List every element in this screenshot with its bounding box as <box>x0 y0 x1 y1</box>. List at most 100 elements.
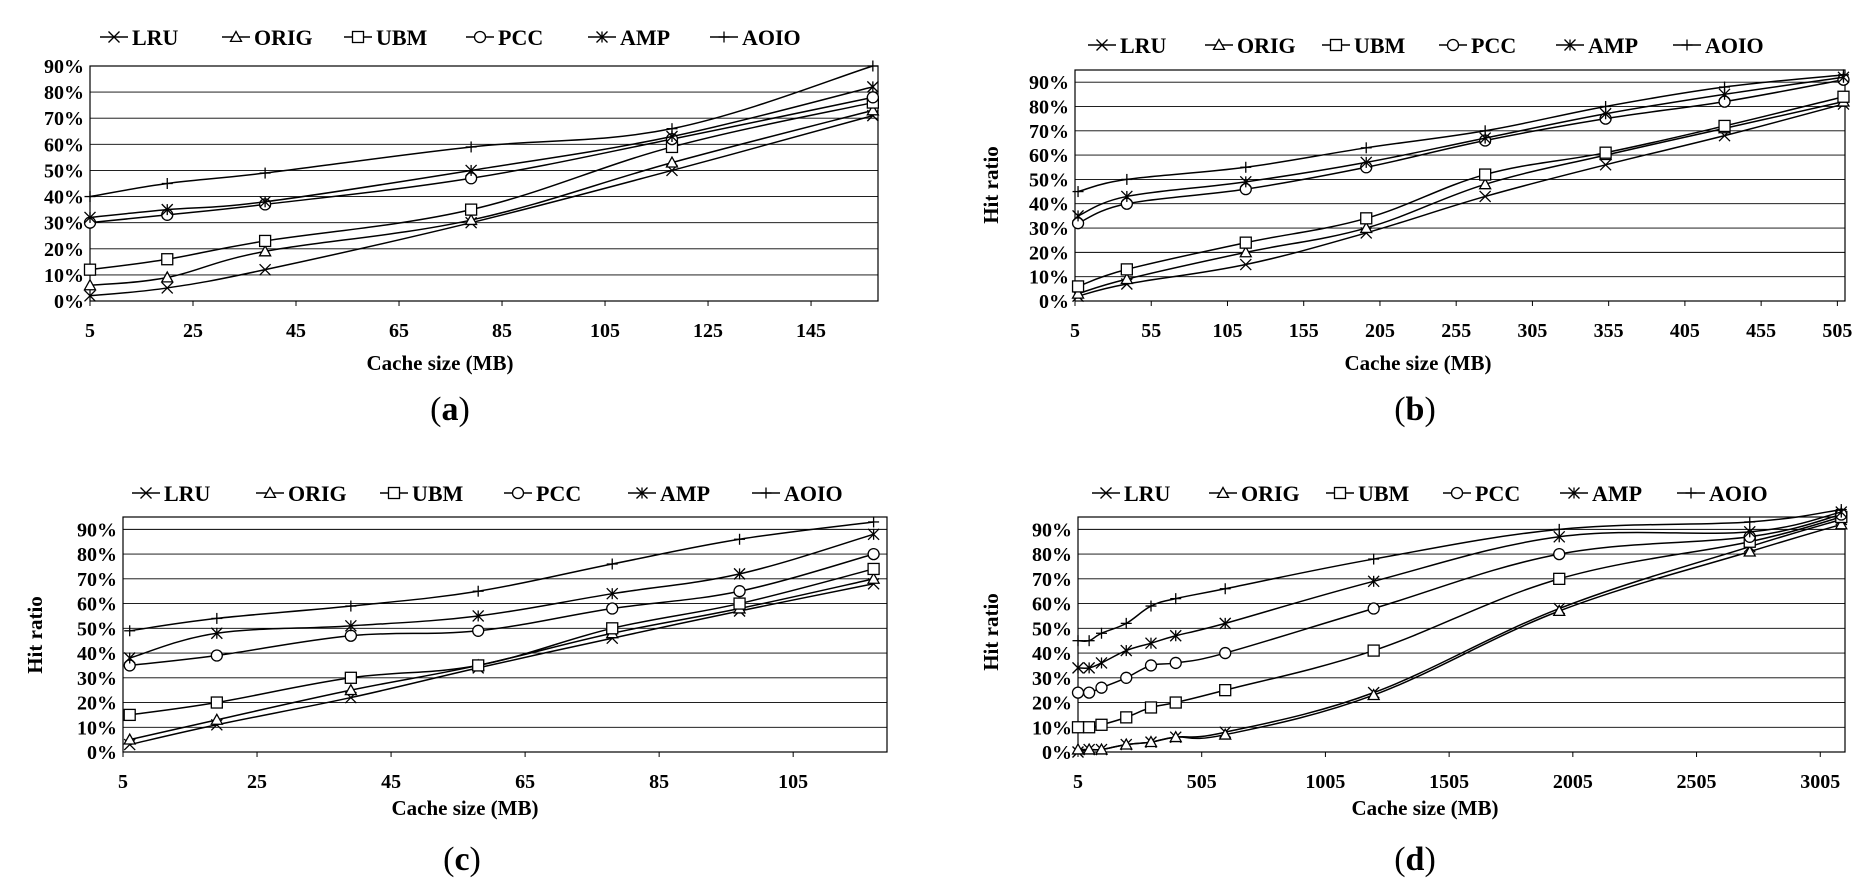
gridlines-c <box>123 528 887 728</box>
legend-marker-aoio-d <box>1685 487 1697 499</box>
series-lru-a <box>84 109 879 302</box>
point-lru-a-1 <box>161 281 174 294</box>
x-tick-label-405: 405 <box>1670 320 1700 342</box>
legend-marker-amp-a <box>596 31 608 43</box>
point-aoio-c-6 <box>868 516 880 528</box>
series-lru-c <box>123 577 880 751</box>
point-orig-d-10 <box>1834 517 1848 530</box>
x-tick-label-5: 5 <box>118 771 128 793</box>
legend-item-pcc-c: PCC <box>504 481 581 506</box>
point-pcc-d-8 <box>1553 547 1566 561</box>
point-pcc-a-5 <box>866 91 879 104</box>
line-ubm-c <box>129 568 874 716</box>
x-ticks-d: 5 505 1005 1505 2005 2505 3005 <box>1073 752 1840 793</box>
point-lru-b-5 <box>1599 158 1612 171</box>
point-orig-b-4 <box>1478 177 1492 190</box>
y-tick-label-50: 50% <box>1029 169 1069 191</box>
legend-b: LRU ORIG UBM PCC AMP AOIO <box>1088 33 1764 58</box>
point-ubm-a-1 <box>161 253 174 266</box>
y-ticks-a: 0% 10% 20% 30% 40% 50% 60% 70% 80% 90% <box>44 56 84 313</box>
legend-label-ubm-c: UBM <box>412 481 464 506</box>
legend-item-amp-a: AMP <box>588 25 670 50</box>
point-amp-a-2 <box>259 195 272 208</box>
point-amp-a-1 <box>161 203 174 216</box>
legend-item-pcc-d: PCC <box>1443 481 1520 506</box>
legend-item-amp-c: AMP <box>628 481 710 506</box>
legend-item-lru-d: LRU <box>1092 481 1171 506</box>
point-lru-a-0 <box>84 289 96 302</box>
series-lru-b <box>1072 98 1850 303</box>
point-orig-c-2 <box>344 683 358 696</box>
point-ubm-b-7 <box>1837 90 1850 103</box>
x-tick-label-1505: 1505 <box>1429 771 1469 793</box>
series-amp-a <box>84 80 879 224</box>
x-tick-label-3005: 3005 <box>1800 771 1840 793</box>
x-axis-label-a: Cache size (MB) <box>367 351 514 375</box>
legend-marker-aoio-a <box>718 31 730 43</box>
point-pcc-d-6 <box>1219 646 1232 660</box>
point-aoio-c-2 <box>345 600 357 612</box>
x-axis-label-b: Cache size (MB) <box>1345 351 1492 375</box>
point-ubm-b-0 <box>1071 280 1085 293</box>
gridlines-a <box>90 65 878 276</box>
series-ubm-b <box>1071 90 1850 293</box>
series-amp-d <box>1072 506 1848 674</box>
point-amp-c-3 <box>472 609 485 622</box>
gridlines-b <box>1075 81 1845 278</box>
legend-item-ubm-c: UBM <box>380 481 464 506</box>
point-aoio-a-5 <box>867 60 879 72</box>
legend-label-amp-c: AMP <box>660 481 710 506</box>
point-amp-b-0 <box>1072 209 1085 222</box>
series-amp-b <box>1072 71 1850 222</box>
point-aoio-d-9 <box>1744 516 1756 528</box>
point-aoio-d-8 <box>1553 523 1565 535</box>
series-aoio-a <box>84 60 879 203</box>
y-tick-label-30: 30% <box>77 668 117 690</box>
point-orig-b-1 <box>1120 272 1134 285</box>
y-axis-label-d: Hit ratio <box>979 593 1003 671</box>
y-tick-label-50: 50% <box>77 618 117 640</box>
y-tick-label-70: 70% <box>44 108 84 130</box>
point-orig-c-6 <box>866 572 881 584</box>
x-tick-label-85: 85 <box>492 320 512 342</box>
legend-item-pcc-b: PCC <box>1439 33 1516 58</box>
point-amp-c-2 <box>344 619 357 632</box>
series-pcc-b <box>1071 73 1850 230</box>
series-pcc-c <box>123 547 880 672</box>
series-ubm-a <box>83 96 879 276</box>
legend-marker-amp-d <box>1568 487 1580 499</box>
y-tick-label-10: 10% <box>77 717 117 739</box>
point-amp-a-5 <box>866 80 879 93</box>
point-orig-d-9 <box>1743 544 1757 557</box>
point-ubm-a-3 <box>464 203 478 216</box>
point-ubm-c-5 <box>733 597 746 610</box>
x-ticks-a: 5 25 45 65 85 105 125 145 <box>85 301 826 342</box>
point-ubm-b-2 <box>1239 236 1252 249</box>
y-axis-label-c: Hit ratio <box>23 596 47 674</box>
point-orig-d-7 <box>1367 688 1381 701</box>
series-aoio-b <box>1072 69 1849 198</box>
y-tick-label-0: 0% <box>1042 742 1072 764</box>
y-tick-label-20: 20% <box>1029 242 1069 264</box>
point-orig-a-2 <box>258 244 272 257</box>
legend-item-lru-c: LRU <box>132 481 211 506</box>
legend-marker-pcc-a <box>473 30 487 44</box>
line-aoio-c <box>129 521 874 632</box>
legend-marker-aoio-b <box>1681 39 1693 51</box>
point-pcc-d-5 <box>1169 656 1182 670</box>
legend-label-lru-c: LRU <box>164 481 211 506</box>
point-orig-b-3 <box>1359 221 1373 234</box>
y-tick-label-40: 40% <box>44 187 84 209</box>
point-aoio-b-6 <box>1719 81 1731 93</box>
point-aoio-c-4 <box>606 558 618 570</box>
line-ubm-a <box>89 101 874 271</box>
point-ubm-d-3 <box>1120 711 1133 724</box>
point-orig-b-0 <box>1071 286 1085 299</box>
x-tick-label-55: 55 <box>1141 320 1161 342</box>
series-b <box>1071 69 1851 303</box>
legend-item-pcc-a: PCC <box>466 25 543 50</box>
x-tick-label-105: 105 <box>590 320 620 342</box>
series-aoio-c <box>124 516 880 637</box>
point-ubm-a-2 <box>258 234 272 248</box>
y-tick-label-70: 70% <box>1029 121 1069 143</box>
